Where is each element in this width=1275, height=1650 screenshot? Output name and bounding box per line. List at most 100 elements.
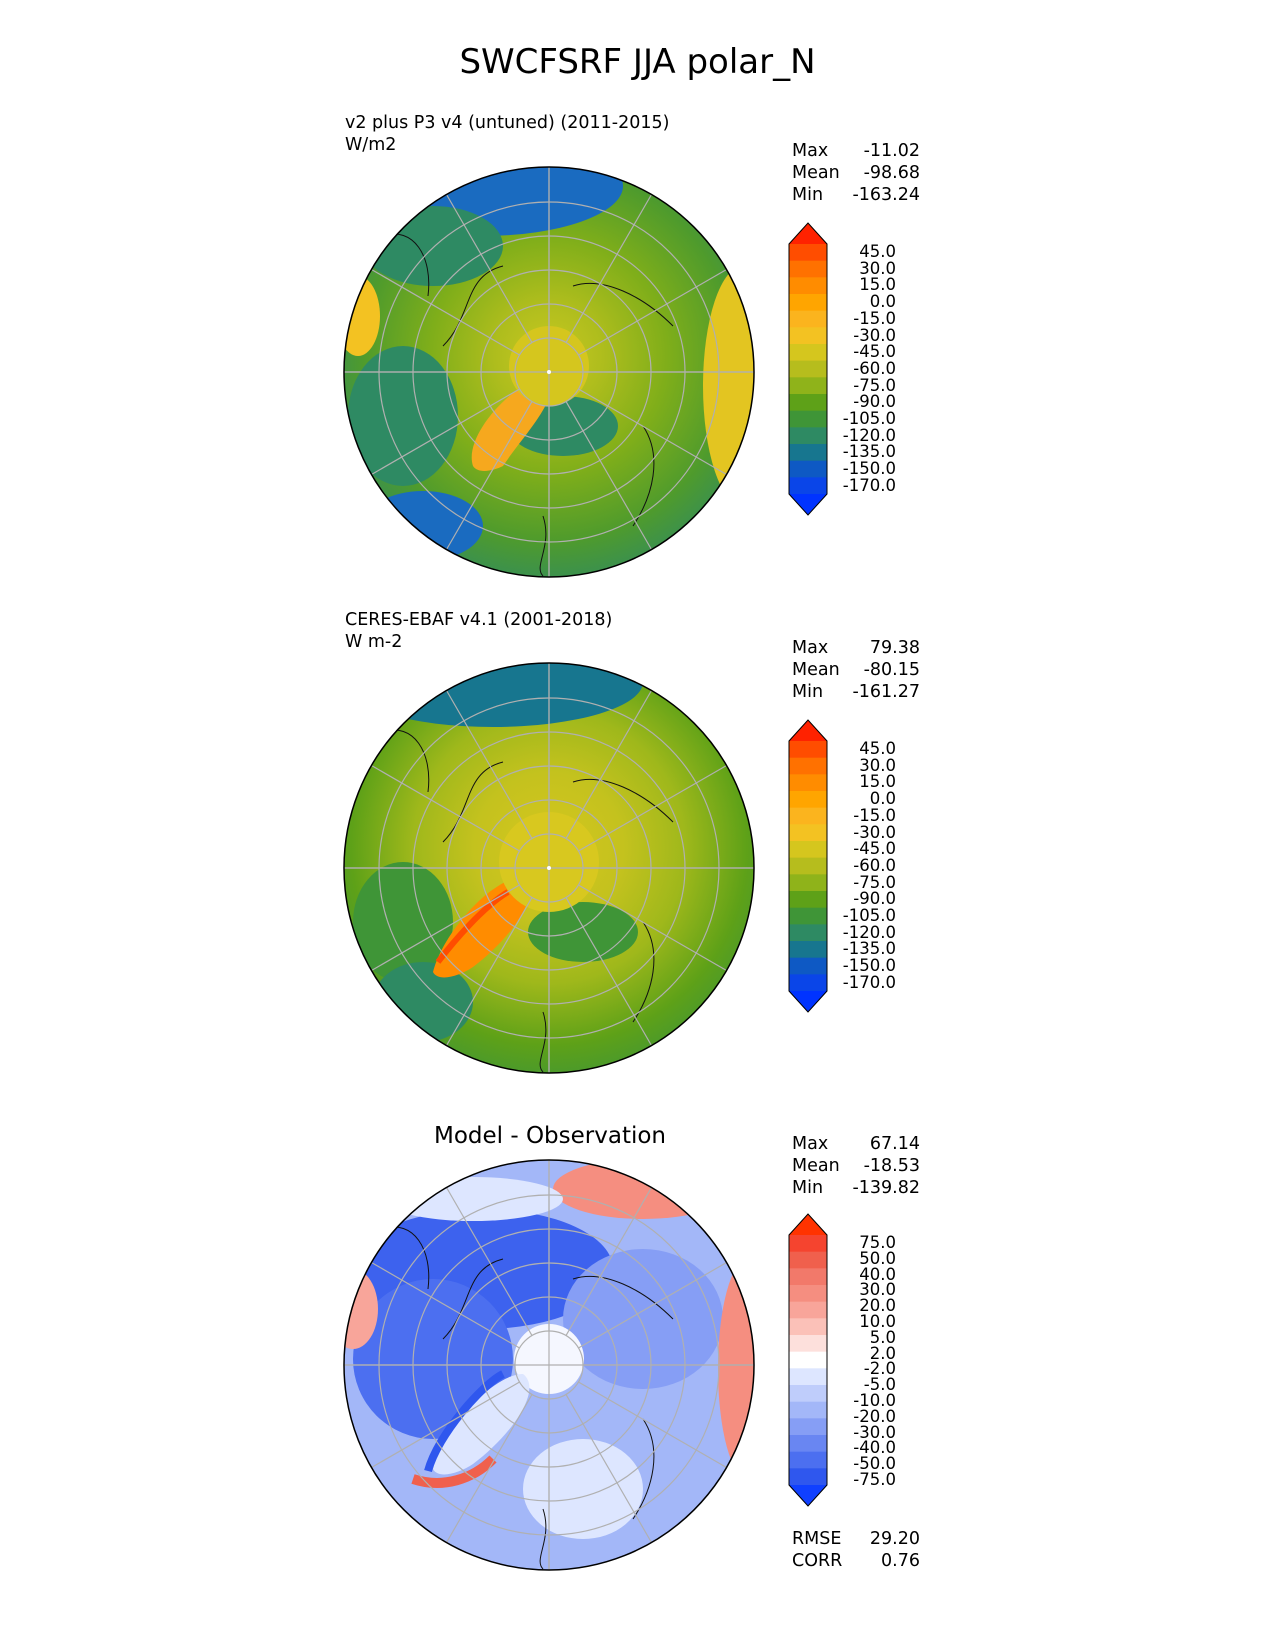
meridian-line: [578, 1381, 732, 1471]
corr-value: 0.76: [881, 1551, 920, 1571]
colorbar-bin: [789, 1435, 827, 1453]
colorbar-tick-label: 2.0: [869, 1343, 896, 1363]
colorbar-extend-min: [789, 494, 827, 515]
meridian-line: [443, 401, 533, 555]
colorbar-bin: [789, 1385, 827, 1403]
meridian-line: [578, 266, 732, 356]
stat-label: Min: [792, 185, 824, 205]
meridian-line: [578, 762, 732, 852]
panel-obs-polar-map: [343, 662, 755, 1074]
stat-value: -163.24: [852, 185, 920, 205]
colorbar-tick-label: -90.0: [853, 889, 896, 909]
stat-label: Max: [792, 638, 829, 658]
corr-label: CORR: [792, 1551, 843, 1571]
colorbar-bin: [789, 460, 827, 478]
meridian-line: [443, 1182, 533, 1336]
colorbar-bin: [789, 277, 827, 295]
stat-value: -11.02: [863, 141, 920, 161]
map-border: [343, 1159, 755, 1571]
colorbar-tick-label: -30.0: [853, 1422, 896, 1442]
colorbar-extend-min: [789, 991, 827, 1012]
colorbar-bin: [789, 774, 827, 792]
colorbar-tick-label: -75.0: [853, 1469, 896, 1489]
colorbar-tick-label: 15.0: [859, 772, 896, 792]
figure-title: SWCFSRF JJA polar_N: [459, 42, 816, 82]
meridian-line: [443, 189, 533, 343]
graticule: [344, 1160, 754, 1570]
colorbar-bin: [789, 891, 827, 909]
colorbar-outline: [788, 1213, 828, 1507]
meridian-line: [366, 1381, 520, 1471]
colorbar-bin: [789, 477, 827, 495]
region-positive-bias: [553, 1160, 733, 1219]
colorbar-bin: [789, 1301, 827, 1319]
colorbar-bin: [789, 757, 827, 775]
stat-value: -139.82: [852, 1178, 920, 1198]
greenland-high-values: [433, 877, 530, 978]
map-border: [343, 662, 755, 1074]
colorbar-extend-max: [789, 1214, 827, 1235]
colorbar-tick-label: 20.0: [859, 1296, 896, 1316]
coastlines: [382, 233, 674, 577]
colorbar-bin: [789, 974, 827, 992]
colorbar-tick-label: 40.0: [859, 1264, 896, 1284]
panel-diff-stats: Max 67.14 Mean -18.53 Min -139.82: [792, 1133, 920, 1199]
colorbar-tick-label: 45.0: [859, 739, 896, 758]
colorbar-tick-label: 45.0: [859, 242, 896, 261]
colorbar-tick-label: -120.0: [842, 425, 896, 445]
stat-value: -161.27: [852, 682, 920, 702]
colorbar-bin: [789, 1251, 827, 1269]
colorbar-bin: [789, 310, 827, 328]
colorbar-bin: [789, 1335, 827, 1353]
stat-label: Mean: [792, 163, 840, 183]
colorbar-bin: [789, 444, 827, 462]
colorbar-bin: [789, 1235, 827, 1253]
colorbar-tick-label: -60.0: [853, 358, 896, 378]
stat-label: Min: [792, 682, 824, 702]
colorbar-bin: [789, 874, 827, 892]
meridian-line: [565, 189, 655, 343]
panel-diff-colorbar-ticks: 75.0 50.0 40.0 30.0 20.0 10.0 5.0 2.0 -2.0 -5.0 -1…: [830, 1233, 896, 1489]
colorbar-tick-label: 75.0: [859, 1233, 896, 1252]
colorbar-bin: [789, 907, 827, 925]
colorbar-tick-label: -15.0: [853, 308, 896, 328]
panel-obs-colorbar-ticks: 45.0 30.0 15.0 0.0 -15.0 -30.0 -45.0 -60.0 -75.0…: [830, 739, 896, 992]
panel-model-units: W/m2: [345, 135, 397, 155]
stat-label: Min: [792, 1178, 824, 1198]
colorbar-tick-label: -30.0: [853, 822, 896, 842]
stat-value: -98.68: [863, 163, 920, 183]
colorbar-bin: [789, 941, 827, 959]
colorbar-extend-max: [789, 720, 827, 741]
stat-value: -80.15: [863, 660, 920, 680]
stat-value: 67.14: [869, 1134, 920, 1154]
meridian-line: [443, 685, 533, 839]
colorbar-tick-label: 0.0: [869, 789, 896, 809]
map-border: [343, 166, 755, 578]
panel-model-colorbar: [788, 222, 828, 516]
colorbar-tick-label: -105.0: [842, 906, 896, 926]
meridian-line: [443, 897, 533, 1051]
colorbar-bin: [789, 260, 827, 278]
colorbar-tick-label: -120.0: [842, 922, 896, 942]
meridian-line: [565, 897, 655, 1051]
colorbar-tick-label: -45.0: [853, 342, 896, 362]
meridian-line: [366, 884, 520, 974]
colorbar-tick-label: -60.0: [853, 855, 896, 875]
colorbar-extend-max: [789, 223, 827, 244]
colorbar-bin: [789, 1468, 827, 1486]
colorbar-tick-label: -30.0: [853, 325, 896, 345]
rmse-value: 29.20: [869, 1529, 920, 1549]
rmse-label: RMSE: [792, 1529, 842, 1549]
colorbar-tick-label: -135.0: [842, 442, 896, 462]
panel-model-stats: Max -11.02 Mean -98.68 Min -163.24: [792, 140, 920, 206]
colorbar-tick-label: -50.0: [853, 1454, 896, 1474]
meridian-line: [578, 388, 732, 478]
panel-model-title: v2 plus P3 v4 (untuned) (2011-2015) W/m2: [345, 112, 669, 156]
meridian-line: [565, 401, 655, 555]
colorbar-bin: [789, 294, 827, 312]
colorbar-tick-label: 30.0: [859, 258, 896, 278]
meridian-line: [578, 1259, 732, 1349]
colorbar-bin: [789, 741, 827, 759]
colorbar-tick-label: -105.0: [842, 409, 896, 429]
colorbar-bin: [789, 327, 827, 345]
